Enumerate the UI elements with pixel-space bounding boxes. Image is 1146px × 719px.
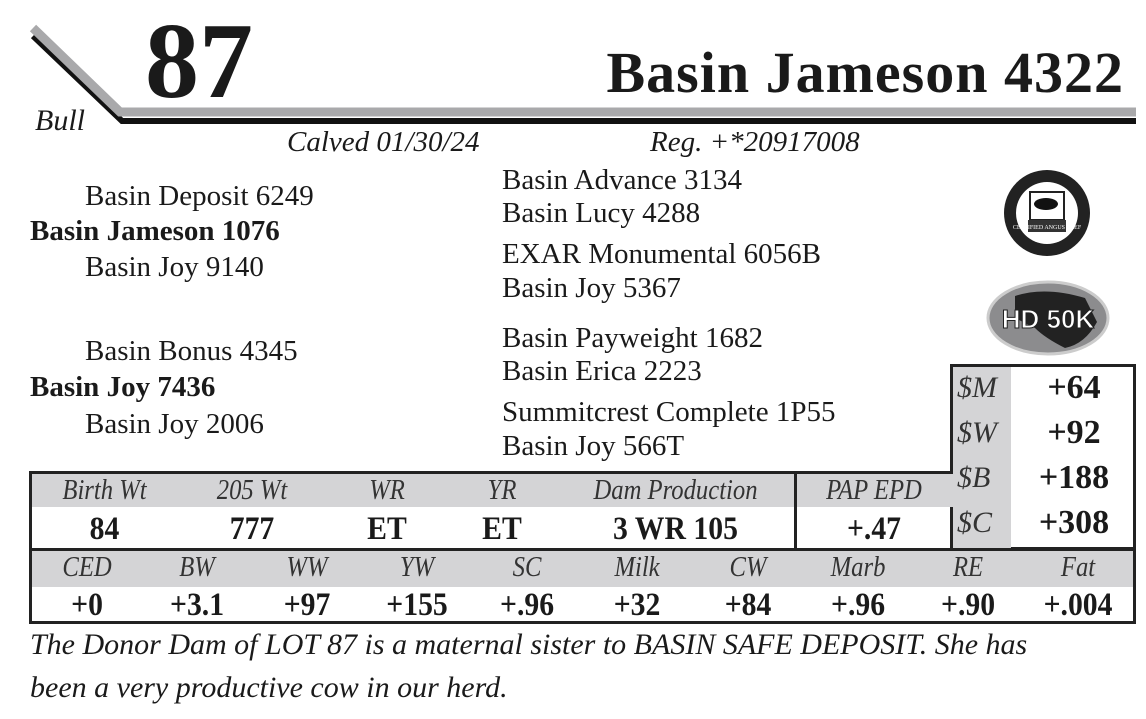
dollar-index-value: +64 <box>1047 369 1101 406</box>
performance-value: 3 WR 105 <box>613 511 738 547</box>
dam-gs-dam: Basin Erica 2223 <box>502 355 702 387</box>
dam-sire: Basin Bonus 4345 <box>85 335 298 367</box>
sire-gs-dam: Basin Lucy 4288 <box>502 197 701 229</box>
epd-header: RE <box>952 551 983 583</box>
performance-header: YR <box>487 474 517 506</box>
lot-number: 87 <box>145 2 253 121</box>
comment-line-1: The Donor Dam of LOT 87 is a maternal si… <box>30 628 1028 661</box>
dollar-index-value: +308 <box>1038 504 1110 541</box>
dam-dam: Basin Joy 2006 <box>85 408 264 440</box>
epd-value: +.004 <box>1043 587 1113 623</box>
epd-value: +84 <box>724 587 771 623</box>
epd-value: +.90 <box>940 587 995 623</box>
pap-epd-value: +.47 <box>846 511 902 547</box>
performance-header: Birth Wt <box>62 474 147 506</box>
dam-gs-sire: Basin Payweight 1682 <box>502 322 763 354</box>
sire-sire: Basin Deposit 6249 <box>85 180 314 212</box>
epd-table: CED BW WW YW SC Milk CW Marb RE Fat +0 +3.1 +97 +155… <box>29 548 1136 624</box>
epd-value: +.96 <box>830 587 885 623</box>
dollar-index-label: $M <box>957 371 997 404</box>
dollar-index-value: +188 <box>1038 459 1110 496</box>
header-rule <box>29 24 1136 124</box>
epd-header: BW <box>179 551 215 583</box>
performance-value: ET <box>367 511 407 547</box>
dam: Basin Joy 7436 <box>30 371 216 403</box>
dollar-index-label: $C <box>957 506 993 539</box>
dollar-index-label: $B <box>957 461 991 494</box>
epd-value: +97 <box>283 587 331 623</box>
dam-gd-dam: Basin Joy 566T <box>502 430 685 462</box>
sire-gs-sire: Basin Advance 3134 <box>502 164 743 196</box>
dollar-index-label: $W <box>957 416 997 449</box>
sire-dam: Basin Joy 9140 <box>85 251 264 283</box>
epd-header: Marb <box>830 551 886 583</box>
epd-value: +.96 <box>500 587 555 623</box>
sire: Basin Jameson 1076 <box>30 215 280 247</box>
certified-angus-beef-logo: CERTIFIED ANGUS BEEF <box>1004 170 1090 256</box>
cab-logo-text: CERTIFIED ANGUS BEEF <box>1013 225 1082 231</box>
performance-value: ET <box>482 511 522 547</box>
dollar-index-value: +92 <box>1047 414 1101 451</box>
performance-header: 205 Wt <box>216 474 288 506</box>
performance-table: Birth Wt 205 Wt WR YR Dam Production PAP EPD … <box>29 471 953 551</box>
animal-type: Bull <box>35 104 85 137</box>
sire-gd-dam: Basin Joy 5367 <box>502 272 681 304</box>
epd-header: WW <box>286 551 328 583</box>
epd-header: CED <box>62 551 112 583</box>
animal-name: Basin Jameson 4322 <box>606 40 1124 105</box>
performance-header: Dam Production <box>593 474 758 506</box>
performance-value: 777 <box>229 511 275 547</box>
calved-date: Calved 01/30/24 <box>287 126 480 158</box>
registration-number: Reg. +*20917008 <box>650 126 860 158</box>
epd-header: CW <box>729 551 767 583</box>
epd-value: +3.1 <box>170 587 225 623</box>
epd-header: SC <box>513 551 542 583</box>
epd-header: Milk <box>614 551 661 583</box>
hd50k-logo: HD 50K <box>986 280 1110 356</box>
epd-value: +32 <box>614 587 661 623</box>
epd-header: Fat <box>1060 551 1096 583</box>
epd-header: YW <box>400 551 435 583</box>
sire-gd-sire: EXAR Monumental 6056B <box>502 238 821 270</box>
epd-value: +155 <box>386 587 449 623</box>
epd-value: +0 <box>71 587 103 623</box>
dollar-index-box: $M +64 $W +92 $B +188 $C +308 <box>950 364 1136 550</box>
pap-epd-header: PAP EPD <box>826 474 922 506</box>
comment-line-2: been a very productive cow in our herd. <box>30 671 508 704</box>
dam-gd-sire: Summitcrest Complete 1P55 <box>502 396 836 428</box>
performance-header: WR <box>369 474 405 506</box>
hd50k-logo-text: HD 50K <box>1002 304 1095 334</box>
performance-value: 84 <box>89 511 120 547</box>
